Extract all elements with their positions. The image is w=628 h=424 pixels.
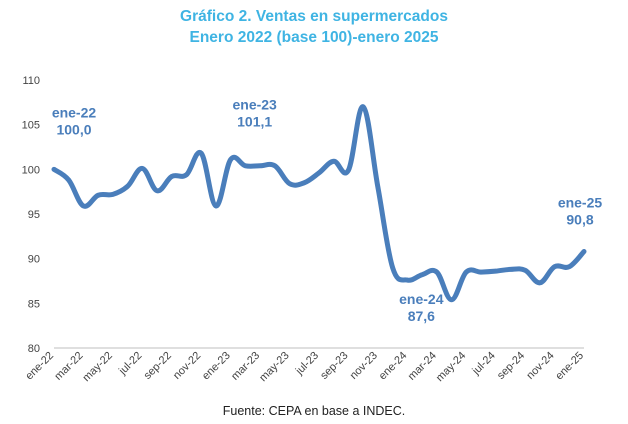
data-point (243, 163, 248, 169)
data-point (184, 172, 189, 177)
x-tick-label: nov-22 (171, 350, 203, 382)
data-point (405, 277, 410, 283)
x-tick-label: ene-23 (200, 350, 233, 383)
data-point (257, 163, 263, 169)
data-point (301, 180, 307, 186)
data-point (419, 272, 425, 278)
chart-title: Gráfico 2. Ventas en supermercados (180, 8, 448, 25)
data-point (228, 157, 233, 162)
data-point (508, 267, 513, 272)
data-point (316, 170, 322, 176)
annotation-label: ene-25 (558, 195, 603, 211)
data-point (478, 269, 484, 275)
data-point (51, 167, 57, 172)
data-point (581, 249, 587, 254)
data-point (213, 203, 219, 209)
data-point (449, 297, 454, 303)
x-tick-label: ene-25 (553, 350, 586, 383)
annotation-value: 90,8 (566, 212, 593, 228)
annotation-value: 101,1 (237, 114, 272, 130)
x-tick-label: may-22 (81, 350, 115, 384)
data-point (125, 184, 130, 189)
data-point (346, 167, 351, 173)
data-point (95, 192, 101, 198)
annotation-label: ene-22 (52, 104, 97, 120)
data-point (287, 181, 292, 186)
data-point (360, 104, 366, 110)
annotation-value: 100,0 (56, 121, 91, 137)
data-point (434, 269, 440, 275)
y-tick-label: 80 (28, 343, 40, 355)
data-point (169, 174, 175, 179)
x-tick-label: may-23 (257, 350, 291, 384)
x-tick-label: jul-22 (116, 350, 144, 378)
x-tick-label: sep-22 (142, 350, 174, 382)
y-tick-label: 95 (28, 209, 40, 221)
data-point (493, 268, 498, 274)
data-point (552, 264, 557, 270)
x-tick-label: mar-23 (229, 350, 262, 383)
data-point (140, 166, 145, 171)
data-point (198, 150, 204, 156)
x-tick-label: nov-23 (348, 350, 380, 382)
x-tick-label: sep-24 (495, 350, 527, 382)
y-tick-label: 110 (22, 75, 40, 87)
data-point (566, 264, 572, 270)
x-tick-label: jul-23 (293, 350, 321, 378)
data-point (81, 203, 86, 209)
y-tick-label: 90 (28, 254, 40, 266)
y-tick-label: 100 (22, 164, 40, 176)
x-tick-label: nov-24 (524, 350, 556, 382)
annotation-label: ene-23 (232, 97, 277, 113)
y-tick-label: 105 (22, 120, 40, 132)
x-tick-label: jul-24 (470, 350, 498, 378)
data-point (110, 192, 116, 197)
data-point (154, 188, 160, 194)
x-tick-label: ene-24 (377, 350, 410, 383)
data-point (272, 163, 278, 169)
x-tick-label: mar-24 (406, 350, 439, 383)
data-point (66, 177, 72, 183)
data-point (522, 267, 528, 273)
source-note: Fuente: CEPA en base a INDEC. (222, 404, 406, 418)
data-point (463, 269, 469, 275)
data-point (537, 280, 543, 286)
annotation-label: ene-24 (399, 291, 444, 307)
data-point (375, 184, 381, 190)
series-line (51, 104, 587, 303)
data-point (390, 265, 395, 270)
y-tick-label: 85 (28, 298, 40, 310)
annotation-value: 87,6 (408, 308, 435, 324)
chart-subtitle: Enero 2022 (base 100)-enero 2025 (189, 29, 439, 46)
x-tick-label: mar-22 (52, 350, 85, 383)
data-point (331, 158, 337, 164)
x-tick-label: sep-23 (318, 350, 350, 382)
x-tick-label: may-24 (434, 350, 468, 384)
